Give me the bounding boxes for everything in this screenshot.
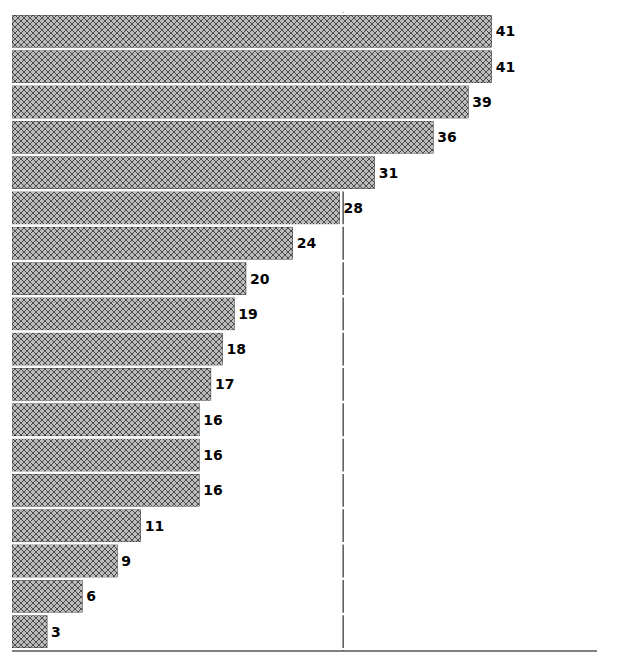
separator: [12, 118, 597, 121]
separator: [12, 401, 597, 404]
chart: 41 41 39 36 31 28 24 20 19 18 17 16 16 16 11 9 6 3: [0, 0, 617, 667]
bar: [12, 15, 492, 47]
separator: [12, 13, 597, 16]
chart-container: 41 41 39 36 31 28 24 20 19 18 17 16 16 16 11 9 6 3: [0, 0, 617, 667]
plot-area: [12, 12, 597, 651]
data-label: 41: [496, 59, 515, 75]
data-label: 3: [51, 624, 61, 640]
separator: [12, 577, 597, 580]
data-label: 20: [250, 271, 270, 287]
bar: [12, 615, 47, 647]
bar: [12, 404, 199, 436]
bar: [12, 333, 223, 365]
data-label: 11: [145, 518, 164, 534]
bar: [12, 509, 141, 541]
separator: [12, 330, 597, 333]
data-label: 6: [86, 588, 96, 604]
data-label: 39: [472, 94, 491, 110]
separator: [12, 613, 597, 616]
x-axis-line: [12, 651, 597, 652]
data-label: 18: [227, 341, 246, 357]
data-label: 16: [203, 412, 222, 428]
separator: [12, 471, 597, 474]
data-label: 36: [437, 129, 456, 145]
separator: [12, 295, 597, 298]
bar: [12, 580, 82, 612]
separator: [12, 366, 597, 369]
bar: [12, 121, 433, 153]
data-labels: 41 41 39 36 31 28 24 20 19 18 17 16 16 16 11 9 6 3: [51, 23, 515, 639]
separator: [12, 83, 597, 86]
bar: [12, 227, 293, 259]
separator: [12, 436, 597, 439]
bar: [12, 86, 468, 118]
bar: [12, 262, 246, 294]
bar: [12, 545, 117, 577]
data-label: 28: [344, 200, 363, 216]
separator: [12, 648, 597, 651]
bar: [12, 192, 340, 224]
separator: [12, 507, 597, 510]
bar: [12, 439, 199, 471]
bar: [12, 298, 234, 330]
data-label: 9: [121, 553, 131, 569]
separator: [12, 189, 597, 192]
data-label: 16: [203, 447, 222, 463]
data-label: 31: [379, 165, 398, 181]
separator: [12, 260, 597, 263]
separator: [12, 224, 597, 227]
bar: [12, 474, 199, 506]
data-label: 16: [203, 482, 222, 498]
data-label: 17: [215, 376, 234, 392]
separators: [12, 14, 597, 649]
data-label: 19: [238, 306, 257, 322]
separator: [12, 48, 597, 51]
data-label: 24: [297, 235, 317, 251]
separator: [12, 154, 597, 157]
data-label: 41: [496, 23, 515, 39]
bar: [12, 156, 375, 188]
bar: [12, 50, 492, 82]
separator: [12, 542, 597, 545]
bar: [12, 368, 211, 400]
